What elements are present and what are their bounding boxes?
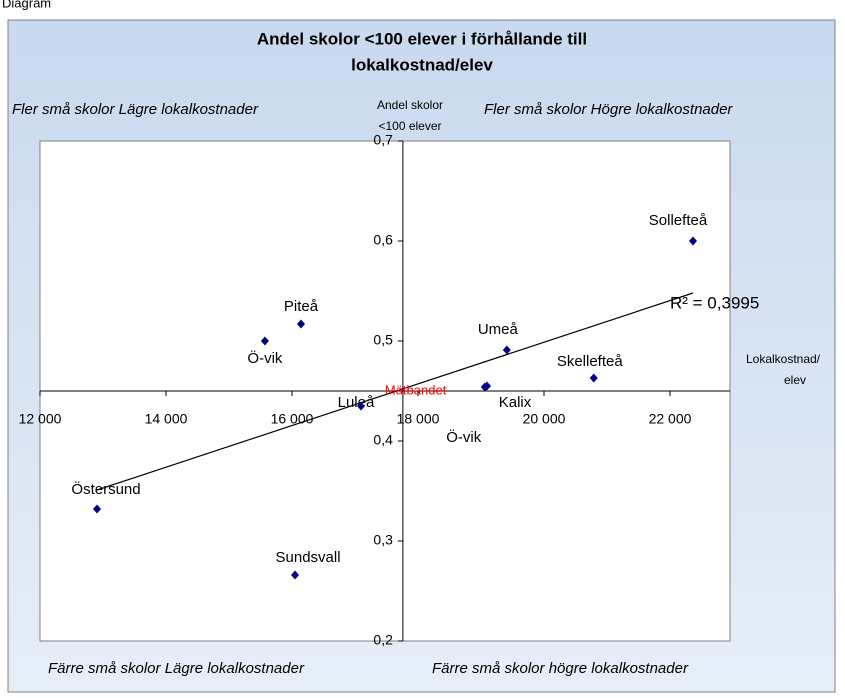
x-tick-label: 22 000: [649, 411, 692, 427]
point-label: Ö-vik: [446, 428, 481, 446]
x-axis-label: elev: [784, 373, 806, 387]
x-tick-label: 20 000: [523, 411, 566, 427]
point-label: Skellefteå: [557, 353, 624, 370]
chart-title: lokalkostnad/elev: [351, 55, 493, 74]
y-tick-label: 0,6: [373, 232, 393, 248]
x-tick-label: 12 000: [19, 411, 62, 427]
point-label: Ö-vik: [247, 349, 282, 367]
point: [502, 345, 511, 355]
quadrant-label: Färre små skolor högre lokalkostnader: [432, 660, 689, 677]
chart-title: Andel skolor <100 elever i förhållande t…: [257, 29, 587, 48]
y-axis-label: <100 elever: [378, 119, 441, 133]
point-label: Umeå: [478, 321, 519, 338]
point: [589, 373, 598, 383]
point-label: Luleå: [338, 394, 375, 411]
quadrant-label: Färre små skolor Lägre lokalkostnader: [48, 660, 305, 677]
point: [93, 504, 102, 514]
point: [356, 401, 365, 411]
quadrant-label: Fler små skolor Lägre lokalkostnader: [12, 101, 259, 118]
y-axis-label: Andel skolor: [377, 98, 443, 112]
point: [260, 336, 269, 346]
header: Diagram: [2, 0, 51, 10]
y-tick-label: 0,3: [373, 532, 393, 548]
x-tick-label: 14 000: [145, 411, 188, 427]
point: [480, 382, 489, 392]
point-label: Kalix: [499, 394, 532, 411]
point-label: Sollefteå: [649, 212, 708, 229]
quadrant-label: Fler små skolor Högre lokalkostnader: [484, 101, 733, 118]
x-tick-label: 18 000: [397, 411, 440, 427]
annotation: Mätbandet: [385, 382, 447, 397]
y-tick-label: 0,5: [373, 332, 393, 348]
y-tick-label: 0,4: [373, 432, 393, 448]
point: [297, 319, 306, 329]
point-label: Östersund: [71, 480, 140, 498]
point: [688, 236, 697, 246]
point-label: Piteå: [284, 298, 319, 315]
y-tick-label: 0,7: [373, 132, 393, 148]
y-tick-label: 0,2: [373, 632, 393, 648]
x-tick-label: 16 000: [271, 411, 314, 427]
r-squared-label: R² = 0,3995: [670, 293, 759, 312]
x-axis-label: Lokalkostnad/: [746, 352, 821, 366]
trendline: [96, 292, 694, 491]
point-label: Sundsvall: [276, 549, 341, 566]
point: [291, 570, 300, 580]
